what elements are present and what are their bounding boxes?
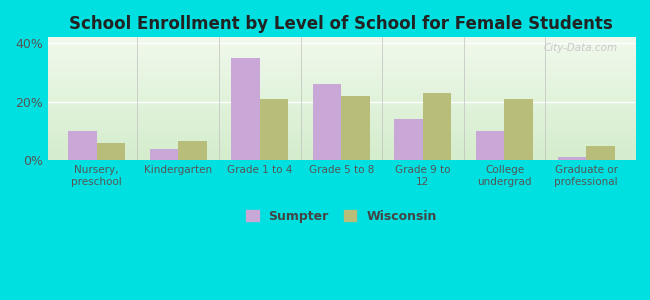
Text: City-Data.com: City-Data.com bbox=[543, 44, 618, 53]
Bar bbox=[150, 148, 178, 160]
Bar bbox=[178, 141, 207, 160]
Bar bbox=[558, 158, 586, 160]
Bar bbox=[260, 99, 289, 160]
Bar bbox=[231, 58, 260, 160]
Bar bbox=[313, 84, 341, 160]
Bar bbox=[341, 96, 370, 160]
Legend: Sumpter, Wisconsin: Sumpter, Wisconsin bbox=[242, 206, 441, 226]
Bar bbox=[476, 131, 504, 160]
Bar bbox=[586, 146, 615, 160]
Bar bbox=[504, 99, 533, 160]
Bar bbox=[68, 131, 97, 160]
Bar bbox=[97, 143, 125, 160]
Bar bbox=[423, 93, 452, 160]
Bar bbox=[395, 119, 423, 160]
Title: School Enrollment by Level of School for Female Students: School Enrollment by Level of School for… bbox=[70, 15, 613, 33]
